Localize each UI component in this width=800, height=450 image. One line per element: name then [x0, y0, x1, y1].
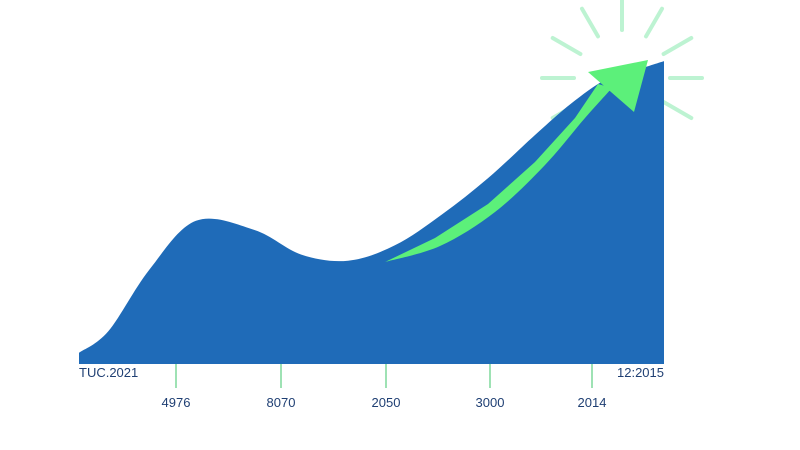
x-tick-label: 8070 — [267, 395, 296, 410]
x-tick-label: 2050 — [372, 395, 401, 410]
x-axis-end-label: 12:2015 — [617, 365, 664, 380]
glow-ray — [580, 6, 600, 39]
glow-ray — [550, 36, 583, 56]
trend-arrow-trail — [385, 84, 612, 262]
x-tick-label: 4976 — [162, 395, 191, 410]
area-series — [79, 61, 664, 362]
x-tick-label: 2014 — [578, 395, 607, 410]
glow-ray — [644, 6, 664, 39]
glow-ray — [661, 36, 694, 56]
glow-ray — [661, 100, 694, 120]
x-tick-label: 3000 — [476, 395, 505, 410]
trend-arrow-head-icon — [588, 60, 648, 112]
x-axis-start-label: TUC.2021 — [79, 365, 138, 380]
x-axis-ticks: 4976 8070 2050 3000 2014 — [162, 364, 607, 410]
